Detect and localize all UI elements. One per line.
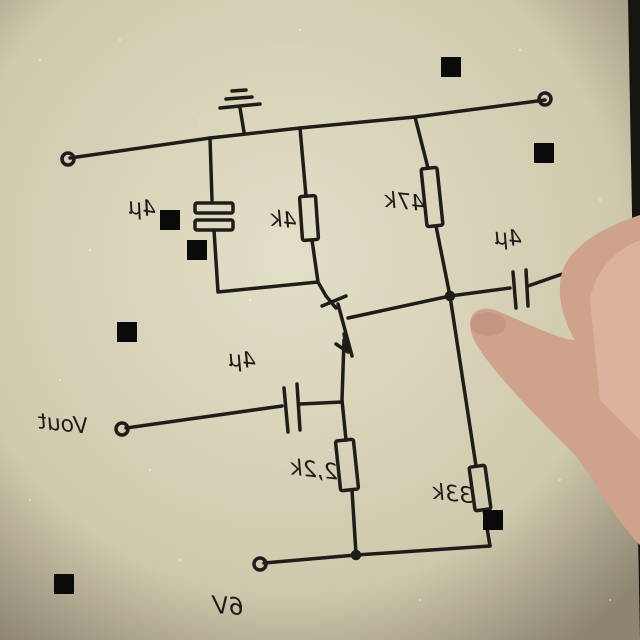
top-rail-wire	[68, 98, 547, 160]
wire-r2-bottom	[434, 224, 452, 298]
capacitor-c2	[282, 382, 302, 434]
wire-input-to-emitter	[298, 400, 344, 406]
label-r1: 4k	[268, 206, 299, 235]
transistor-q1	[320, 294, 354, 358]
terminal-bottom	[252, 556, 268, 572]
wire-input	[124, 404, 284, 430]
capacitor-c1	[193, 201, 235, 232]
mask-square	[441, 57, 461, 77]
wire-c1-down	[212, 228, 320, 294]
mask-square	[187, 240, 207, 260]
wire-emitter	[340, 338, 348, 442]
capacitor-c3	[511, 268, 530, 310]
mask-square	[54, 574, 74, 594]
label-c2: 4μ	[226, 346, 258, 375]
mask-square	[534, 143, 554, 163]
label-c1: 4μ	[126, 194, 158, 223]
mask-square	[483, 510, 503, 530]
ground-symbol	[218, 88, 262, 134]
wire-r1-top	[298, 126, 308, 198]
finger-hand	[470, 215, 640, 545]
label-r3: 2,2k	[288, 455, 339, 486]
wire-r3-bottom	[350, 488, 358, 556]
label-c3: 4μ	[492, 224, 524, 253]
mask-square	[160, 210, 180, 230]
label-r4: 33k	[430, 479, 474, 510]
wire-c1-branch	[208, 136, 214, 202]
terminal-top-left	[60, 151, 76, 167]
bottom-rail-wire	[262, 544, 492, 565]
label-supply: 6V	[211, 590, 245, 622]
resistor-r1	[297, 193, 321, 243]
wire-r1-bottom	[310, 238, 328, 298]
terminal-input	[114, 421, 130, 437]
terminal-top-right	[537, 91, 553, 107]
label-input: Vout	[36, 409, 90, 440]
wire-out	[526, 270, 570, 288]
wire-r4	[448, 294, 478, 468]
resistor-r3	[333, 437, 361, 493]
mask-square	[117, 322, 137, 342]
wire-r2-top	[413, 115, 430, 170]
paper-speckles	[29, 29, 611, 601]
label-r2: 47k	[382, 187, 426, 218]
node-bottom	[350, 549, 362, 561]
